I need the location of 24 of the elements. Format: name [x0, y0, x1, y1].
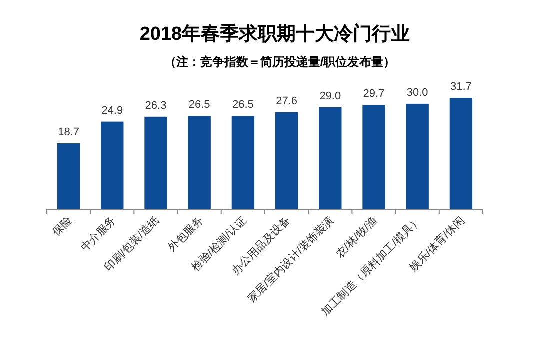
chart-subtitle: （注：竞争指数＝简历投递量/职位发布量） — [164, 55, 396, 69]
bar — [101, 122, 124, 209]
chart-title: 2018年春季求职期十大冷门行业 — [140, 23, 410, 45]
data-label: 18.7 — [58, 126, 80, 139]
bar — [144, 116, 168, 209]
bar — [450, 98, 473, 209]
bar — [57, 144, 80, 209]
bar — [319, 107, 342, 209]
data-label: 27.6 — [276, 95, 298, 108]
data-label: 26.5 — [232, 99, 254, 112]
data-label: 30.0 — [406, 86, 428, 99]
x-tick-label: 外包服务 — [166, 214, 206, 254]
bar — [188, 116, 211, 209]
bar — [275, 112, 298, 209]
x-tick-label: 保险 — [50, 214, 75, 239]
data-label: 29.7 — [363, 88, 385, 100]
data-label: 31.7 — [450, 81, 472, 93]
bar — [406, 104, 429, 209]
data-label: 24.9 — [102, 104, 124, 117]
bar — [362, 105, 386, 209]
data-label: 29.0 — [320, 90, 342, 102]
data-label: 26.3 — [145, 100, 167, 112]
data-label: 26.5 — [188, 99, 210, 112]
bar — [232, 116, 255, 209]
